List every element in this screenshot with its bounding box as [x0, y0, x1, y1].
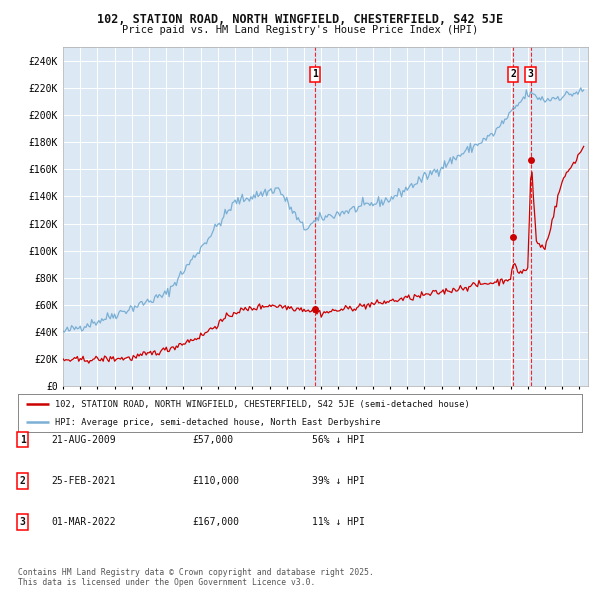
Text: 11% ↓ HPI: 11% ↓ HPI — [312, 517, 365, 527]
Text: 01-MAR-2022: 01-MAR-2022 — [51, 517, 116, 527]
Text: 2: 2 — [20, 476, 26, 486]
Text: 56% ↓ HPI: 56% ↓ HPI — [312, 435, 365, 444]
Text: 39% ↓ HPI: 39% ↓ HPI — [312, 476, 365, 486]
Text: Price paid vs. HM Land Registry's House Price Index (HPI): Price paid vs. HM Land Registry's House … — [122, 25, 478, 35]
Text: 2: 2 — [510, 70, 516, 79]
Text: 102, STATION ROAD, NORTH WINGFIELD, CHESTERFIELD, S42 5JE (semi-detached house): 102, STATION ROAD, NORTH WINGFIELD, CHES… — [55, 400, 469, 409]
Text: Contains HM Land Registry data © Crown copyright and database right 2025.
This d: Contains HM Land Registry data © Crown c… — [18, 568, 374, 587]
Text: 21-AUG-2009: 21-AUG-2009 — [51, 435, 116, 444]
Text: 25-FEB-2021: 25-FEB-2021 — [51, 476, 116, 486]
Text: £110,000: £110,000 — [192, 476, 239, 486]
Text: HPI: Average price, semi-detached house, North East Derbyshire: HPI: Average price, semi-detached house,… — [55, 418, 380, 427]
Text: 3: 3 — [20, 517, 26, 527]
Text: 3: 3 — [528, 70, 533, 79]
Text: £57,000: £57,000 — [192, 435, 233, 444]
Text: 1: 1 — [20, 435, 26, 444]
Text: £167,000: £167,000 — [192, 517, 239, 527]
Text: 102, STATION ROAD, NORTH WINGFIELD, CHESTERFIELD, S42 5JE: 102, STATION ROAD, NORTH WINGFIELD, CHES… — [97, 13, 503, 26]
Text: 1: 1 — [312, 70, 318, 79]
